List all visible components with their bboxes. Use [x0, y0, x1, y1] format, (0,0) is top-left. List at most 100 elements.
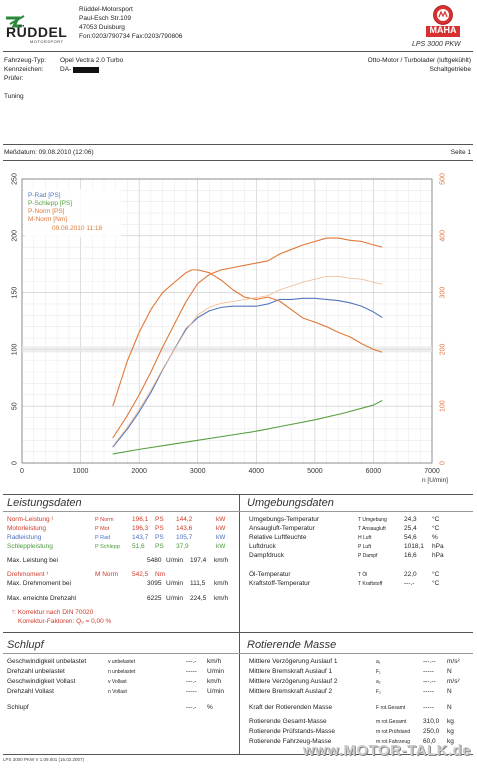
masse-row-unit: m/s² [447, 658, 460, 665]
ruddel-logo-sub: MOTORSPORT [30, 39, 64, 44]
schlupf-row-label: Schlupf [7, 704, 29, 711]
masse-row-sym: a₁ [376, 659, 381, 665]
masse-row-unit: kg [447, 718, 454, 725]
page-number: Seite 1 [450, 149, 471, 156]
leistung-row-u1: PS [155, 516, 164, 523]
vehicle-type-value: Opel Vectra 2.0 Turbo [60, 57, 124, 64]
leistung-row-u1: PS [155, 525, 164, 532]
masse-row-unit: kg [447, 728, 454, 735]
maha-logo-graphic [426, 5, 460, 37]
y-left-tick-label: 100 [12, 343, 19, 355]
leistung-row-v1: 196,1 [132, 516, 149, 523]
legend-time: 09.08.2010 11:18 [52, 225, 103, 232]
x-tick-label: 3000 [190, 468, 206, 475]
umgebung-row-sym: T Kraftstoff [358, 581, 383, 587]
chart-legend: P-Rad [PS]P-Schlepp [PS]P-Norm [PS]M-Nor… [25, 189, 121, 237]
legend-background [25, 189, 121, 237]
torque-sym: M Norm [95, 571, 119, 578]
legend-entry: P-Rad [PS] [28, 192, 61, 199]
leistung-row-u2: kW [216, 534, 226, 541]
series-ghost-norm-line [112, 275, 383, 447]
umgebung-row-unit: °C [432, 525, 440, 532]
masse-row-unit: N [447, 704, 452, 711]
umgebung-row-value: 54,6 [404, 534, 417, 541]
section-divider-1 [3, 494, 473, 495]
umgebung-row-unit: °C [432, 571, 440, 578]
x-axis-label: n [U/min] [422, 477, 448, 484]
leistung-row-label: Schleppleistung [7, 543, 53, 550]
company-city: 47053 Duisburg [79, 24, 125, 31]
masse-row-sym: F₂ [376, 689, 381, 695]
plate-value: DA- [60, 66, 72, 73]
series-p-rad-line [112, 297, 383, 448]
max-rpm-v1: 6225 [147, 595, 162, 602]
schlupf-row-unit: U/min [207, 688, 224, 695]
max-torque-v1: 3095 [147, 580, 162, 587]
umgebung-row-sym: H Luft [358, 535, 372, 541]
x-tick-label: 1000 [73, 468, 89, 475]
scan-band [22, 346, 432, 353]
masse-row-label: Mittlere Verzögerung Auslauf 2 [249, 678, 338, 685]
tester-label: Prüfer: [4, 75, 24, 82]
masse-row-value: ---.-- [423, 658, 436, 665]
leistung-row-sym: P Mot [95, 526, 110, 532]
max-rpm-u2: km/h [214, 595, 229, 602]
leistung-row-u1: PS [155, 543, 164, 550]
masse-row-value: ----- [423, 704, 434, 711]
leistung-row-v2: 143,6 [176, 525, 193, 532]
korrektur-note: ¹: Korrektur nach DIN 70020 [12, 609, 94, 616]
leistung-row-label: Motorleistung [7, 525, 47, 532]
masse-row-value: ----- [423, 688, 434, 695]
umgebung-row-unit: hPa [432, 543, 444, 550]
masse-title: Rotierende Masse [247, 639, 337, 651]
umgebung-row-label: Dampfdruck [249, 552, 285, 559]
umgebung-row-unit: °C [432, 516, 440, 523]
schlupf-row-value: ---.- [186, 658, 197, 665]
masse-row-label: Rotierende Prüfstands-Masse [249, 728, 335, 735]
umgebung-row-sym: P Dampf [358, 553, 378, 559]
footer-divider [3, 754, 473, 755]
measure-divider-bottom [3, 160, 473, 161]
masse-row-sym: m rot.Fahrzeug [376, 739, 410, 745]
ruddel-logo-text: RÜDDEL [6, 24, 68, 40]
schlupf-row-unit: km/h [207, 678, 222, 685]
schlupf-row-unit: % [207, 704, 213, 711]
umgebung-row-value: 24,3 [404, 516, 417, 523]
x-tick-label: 5000 [307, 468, 323, 475]
maha-brand: MAHA [429, 25, 457, 35]
schlupf-title-underline [3, 653, 473, 654]
torque-unit: Nm [155, 571, 166, 578]
schlupf-row-label: Geschwindigkeit Vollast [7, 678, 76, 685]
umgebung-row-label: Relative Luftfeuchte [249, 534, 307, 541]
measure-divider-top [3, 144, 473, 145]
masse-row-unit: m/s² [447, 678, 460, 685]
leistung-row-v1: 196,3 [132, 525, 149, 532]
umgebung-row-value: 1018,1 [404, 543, 424, 550]
torque-label: Drehmoment ¹ [7, 571, 49, 578]
leistung-row-label: Norm-Leistung ¹ [7, 516, 54, 523]
masse-row-label: Mittlere Verzögerung Auslauf 1 [249, 658, 338, 665]
schlupf-row-label: Drehzahl Vollast [7, 688, 54, 695]
schlupf-row-label: Drehzahl unbelastet [7, 668, 65, 675]
leistung-row-sym: P Norm [95, 517, 114, 523]
leistung-row-u1: PS [155, 534, 164, 541]
masse-row-sym: m rot.Prüfstand [376, 729, 411, 735]
masse-row-label: Mittlere Bremskraft Auslauf 1 [249, 668, 333, 675]
umgebung-row-sym: T Öl [358, 572, 368, 578]
umgebung-row-sym: P Luft [358, 544, 371, 550]
umgebung-row-sym: T Ansaugluft [358, 526, 386, 532]
header-divider [3, 51, 473, 52]
tuning-note: Tuning [4, 93, 24, 100]
company-street: Paul-Esch Str.109 [79, 15, 132, 22]
masse-row-label: Mittlere Bremskraft Auslauf 2 [249, 688, 333, 695]
masse-row-value: 60,0 [423, 738, 436, 745]
max-power-v1: 5480 [147, 557, 162, 564]
masse-row-unit: N [447, 688, 452, 695]
legend-entry: P-Schlepp [PS] [28, 200, 72, 207]
schlupf-row-value: ----- [186, 688, 197, 695]
leistung-title-underline [3, 511, 473, 512]
leistung-row-u2: kW [216, 525, 226, 532]
umgebung-row-sym: T Umgebung [358, 517, 387, 523]
x-tick-label: 0 [20, 468, 24, 475]
umgebung-row-unit: % [432, 534, 438, 541]
